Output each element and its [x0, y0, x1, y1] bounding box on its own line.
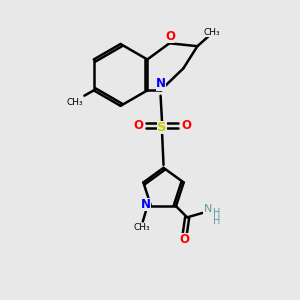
Text: CH₃: CH₃ [67, 98, 83, 107]
Text: N: N [156, 77, 166, 90]
Text: S: S [157, 121, 167, 134]
Text: H: H [213, 216, 220, 226]
Text: O: O [165, 30, 175, 43]
Text: H: H [213, 208, 220, 218]
Text: CH₃: CH₃ [204, 28, 220, 37]
Text: O: O [180, 233, 190, 246]
Text: N: N [204, 204, 212, 214]
Text: O: O [181, 119, 191, 132]
Text: CH₃: CH₃ [134, 224, 151, 232]
Text: O: O [133, 119, 143, 132]
Text: N: N [141, 198, 151, 211]
